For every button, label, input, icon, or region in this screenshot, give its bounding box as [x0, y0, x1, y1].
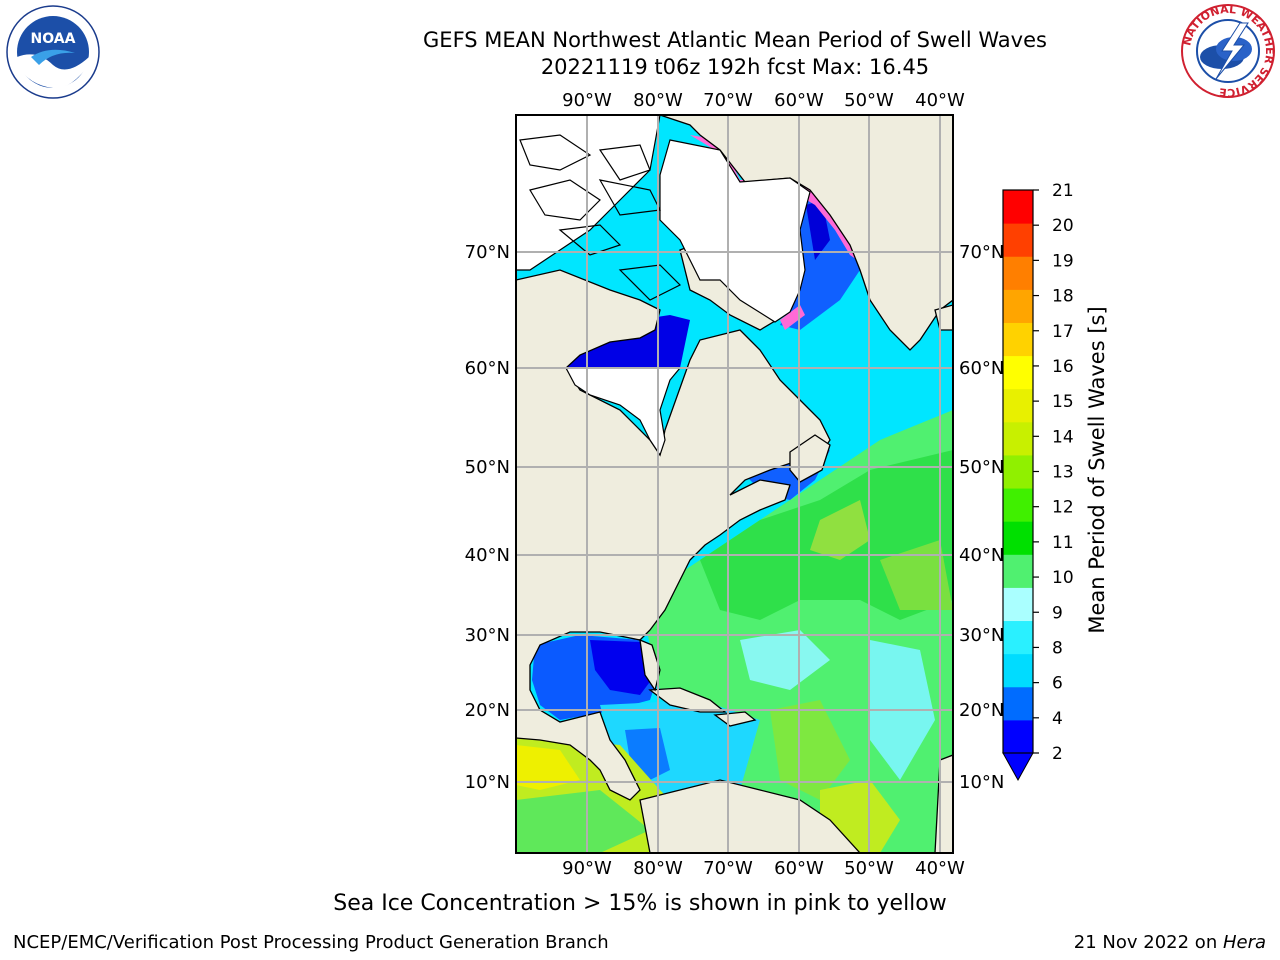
colorbar-segment — [1003, 521, 1033, 555]
lat-label-left: 30°N — [465, 625, 510, 646]
lon-label-bottom: 70°W — [703, 858, 753, 879]
swell-field-8s-patch — [740, 630, 830, 690]
colorbar-segment — [1003, 388, 1033, 423]
colorbar-tick-label: 12 — [1052, 498, 1074, 518]
map-title: GEFS MEAN Northwest Atlantic Mean Period… — [423, 28, 1047, 52]
lat-label-left: 50°N — [465, 457, 510, 478]
lat-label-right: 30°N — [959, 625, 1004, 646]
colorbar-tick-label: 19 — [1052, 251, 1074, 271]
lon-label-bottom: 90°W — [562, 858, 612, 879]
colorbar-tick-label: 17 — [1052, 322, 1074, 342]
colorbar-extend-arrow — [1002, 752, 1034, 782]
lon-label-top: 40°W — [915, 90, 965, 111]
landmasses — [516, 115, 953, 853]
colorbar-segment — [1003, 322, 1033, 357]
lon-labels-top: 90°W 80°W 70°W 60°W 50°W 40°W — [562, 90, 965, 111]
colorbar-tick-label: 11 — [1052, 533, 1074, 553]
colorbar-segment — [1003, 554, 1033, 588]
colorbar-tick-label: 8 — [1052, 638, 1063, 658]
lon-label-top: 60°W — [774, 90, 824, 111]
south-america-land-field-green — [516, 790, 650, 853]
lat-label-right: 70°N — [959, 242, 1004, 263]
colorbar-segment — [1003, 488, 1033, 522]
colorbar-tick-label: 13 — [1052, 463, 1074, 483]
lat-label-left: 40°N — [465, 545, 510, 566]
colorbar-segment — [1003, 454, 1033, 489]
lat-label-right: 40°N — [959, 545, 1004, 566]
colorbar-segment — [1003, 256, 1033, 290]
colorbar-tick-label: 20 — [1052, 216, 1074, 236]
colorbar-segment — [1003, 719, 1033, 754]
map-border — [515, 114, 954, 854]
baffin-bay-ice-masked — [659, 139, 811, 323]
colorbar-tick-label: 21 — [1052, 181, 1074, 201]
lon-label-bottom: 40°W — [915, 858, 965, 879]
colorbar-segment — [1003, 223, 1033, 257]
colorbar-tick-label: 4 — [1052, 709, 1063, 729]
lat-label-left: 60°N — [465, 358, 510, 379]
south-america-land-field-yellow — [516, 745, 580, 790]
map-subtitle: 20221119 t06z 192h fcst Max: 16.45 — [540, 55, 930, 79]
lon-label-top: 70°W — [703, 90, 753, 111]
lat-label-right: 10°N — [959, 772, 1004, 793]
footer-date: 21 Nov 2022 on Hera — [1074, 932, 1266, 953]
colorbar-segment — [1003, 289, 1033, 323]
colorbar-segment — [1003, 653, 1033, 688]
footer-date-text: 21 Nov 2022 on — [1073, 932, 1223, 953]
colorbar-tick-label: 9 — [1052, 603, 1063, 623]
lat-label-left: 70°N — [465, 242, 510, 263]
arctic-islands-outline — [519, 134, 682, 301]
hispaniola-land — [713, 711, 757, 727]
lat-label-left: 20°N — [465, 700, 510, 721]
map-plot-area — [516, 115, 953, 853]
cuba-land — [648, 687, 727, 713]
colorbar-segment — [1003, 686, 1033, 721]
lon-label-top: 50°W — [844, 90, 894, 111]
colorbar: 2 4 6 8 9 10 11 12 13 14 15 16 17 18 19 20 21 — [1002, 181, 1074, 782]
colorbar-segment — [1003, 190, 1033, 224]
colorbar-tick-label: 14 — [1052, 427, 1074, 447]
lon-label-top: 90°W — [562, 90, 612, 111]
colorbar-tick-label: 16 — [1052, 357, 1074, 377]
lat-labels-right: 70°N 60°N 50°N 40°N 30°N 20°N 10°N — [959, 242, 1004, 793]
footer-host: Hera — [1222, 932, 1266, 953]
lon-labels-bottom: 90°W 80°W 70°W 60°W 50°W 40°W — [562, 858, 965, 879]
noaa-logo: NOAA — [6, 5, 100, 99]
footer-credit: NCEP/EMC/Verification Post Processing Pr… — [13, 932, 609, 953]
colorbar-tick-label: 10 — [1052, 568, 1074, 588]
colorbar-tick-label: 6 — [1052, 674, 1063, 694]
colorbar-tick-label: 18 — [1052, 287, 1074, 307]
swell-field-11s-patch — [770, 700, 850, 800]
nws-logo: NATIONAL WEATHER SERVICE — [1180, 3, 1276, 99]
gulf-of-mexico-swell-low — [590, 640, 655, 695]
lon-label-bottom: 60°W — [774, 858, 824, 879]
colorbar-tick-label: 2 — [1052, 744, 1063, 764]
lat-label-right: 20°N — [959, 700, 1004, 721]
colorbar-segment — [1003, 587, 1033, 622]
sea-ice-caption: Sea Ice Concentration > 15% is shown in … — [333, 891, 947, 916]
lat-label-right: 50°N — [959, 457, 1004, 478]
colorbar-tick-label: 15 — [1052, 392, 1074, 412]
graticule — [516, 115, 953, 853]
lat-label-right: 60°N — [959, 358, 1004, 379]
swell-field-11s-patch-northeast — [880, 540, 953, 610]
lat-labels-left: 70°N 60°N 50°N 40°N 30°N 20°N 10°N — [465, 242, 510, 793]
noaa-logo-text: NOAA — [31, 31, 76, 47]
colorbar-segment — [1003, 355, 1033, 390]
lat-label-left: 10°N — [465, 772, 510, 793]
lon-label-bottom: 80°W — [633, 858, 683, 879]
lon-label-bottom: 50°W — [844, 858, 894, 879]
colorbar-segment — [1003, 620, 1033, 655]
swell-field-12s-patch — [810, 500, 870, 560]
colorbar-label: Mean Period of Swell Waves [s] — [1085, 306, 1109, 634]
lon-label-top: 80°W — [633, 90, 683, 111]
colorbar-segment — [1003, 421, 1033, 456]
